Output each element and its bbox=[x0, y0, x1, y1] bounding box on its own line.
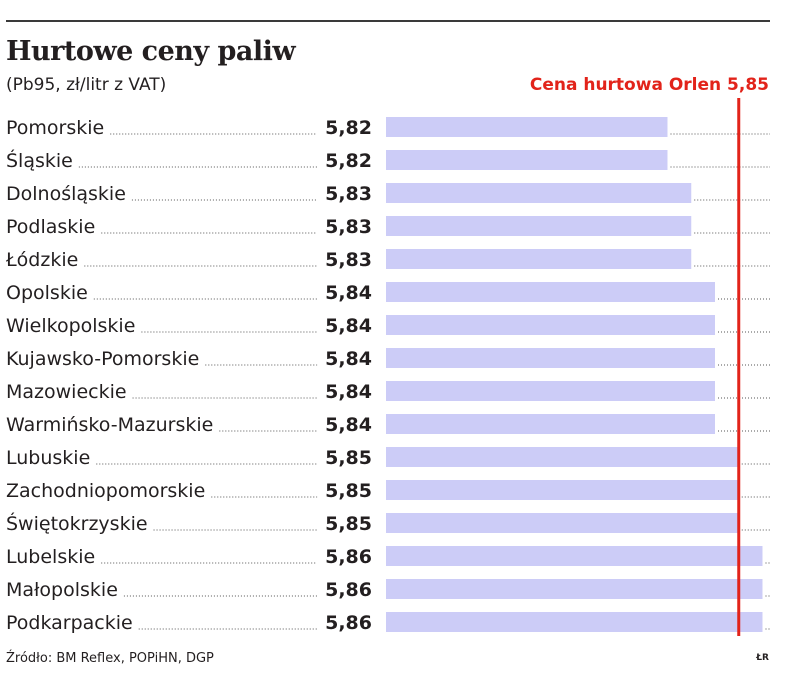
bar bbox=[386, 249, 692, 269]
bar bbox=[386, 282, 715, 302]
category-label: Opolskie bbox=[6, 282, 88, 304]
bar bbox=[386, 216, 692, 236]
category-label: Zachodniopomorskie bbox=[6, 480, 205, 502]
category-label: Podkarpackie bbox=[6, 612, 133, 634]
chart-title: Hurtowe ceny paliw bbox=[6, 36, 296, 67]
value-label: 5,84 bbox=[325, 315, 372, 337]
bar bbox=[386, 513, 739, 533]
value-label: 5,86 bbox=[325, 579, 372, 601]
value-label: 5,85 bbox=[325, 480, 372, 502]
category-label: Dolnośląskie bbox=[6, 183, 126, 205]
reference-line-label: Cena hurtowa Orlen 5,85 bbox=[529, 75, 769, 95]
bar bbox=[386, 579, 763, 599]
value-label: 5,84 bbox=[325, 381, 372, 403]
source-note: Źródło: BM Reflex, POPiHN, DGP bbox=[6, 651, 214, 666]
category-label: Łódzkie bbox=[5, 249, 78, 271]
bar bbox=[386, 546, 763, 566]
category-label: Lubelskie bbox=[6, 546, 95, 568]
value-label: 5,83 bbox=[325, 183, 372, 205]
author-credit: ŁR bbox=[756, 653, 769, 663]
category-label: Warmińsko-Mazurskie bbox=[6, 414, 213, 436]
bar bbox=[386, 348, 715, 368]
value-label: 5,83 bbox=[325, 216, 372, 238]
bar bbox=[386, 414, 715, 434]
category-label: Pomorskie bbox=[6, 117, 104, 139]
value-label: 5,85 bbox=[325, 447, 372, 469]
value-label: 5,84 bbox=[325, 348, 372, 370]
value-label: 5,84 bbox=[325, 414, 372, 436]
category-label: Podlaskie bbox=[6, 216, 95, 238]
value-label: 5,82 bbox=[325, 117, 372, 139]
category-label: Małopolskie bbox=[6, 579, 118, 601]
value-label: 5,84 bbox=[325, 282, 372, 304]
value-label: 5,83 bbox=[325, 249, 372, 271]
bar bbox=[386, 117, 668, 137]
category-label: Kujawsko-Pomorskie bbox=[6, 348, 199, 370]
category-label: Mazowieckie bbox=[6, 381, 127, 403]
top-rule bbox=[6, 20, 770, 22]
bar bbox=[386, 183, 692, 203]
category-label: Wielkopolskie bbox=[6, 315, 135, 337]
value-label: 5,82 bbox=[325, 150, 372, 172]
bar bbox=[386, 381, 715, 401]
bar bbox=[386, 612, 763, 632]
bar bbox=[386, 480, 739, 500]
category-label: Lubuskie bbox=[6, 447, 90, 469]
bar bbox=[386, 150, 668, 170]
chart-subtitle: (Pb95, zł/litr z VAT) bbox=[6, 75, 167, 95]
value-label: 5,86 bbox=[325, 546, 372, 568]
bar bbox=[386, 315, 715, 335]
value-label: 5,86 bbox=[325, 612, 372, 634]
value-label: 5,85 bbox=[325, 513, 372, 535]
bar bbox=[386, 447, 739, 467]
category-label: Świętokrzyskie bbox=[6, 511, 148, 535]
category-label: Śląskie bbox=[6, 148, 73, 172]
